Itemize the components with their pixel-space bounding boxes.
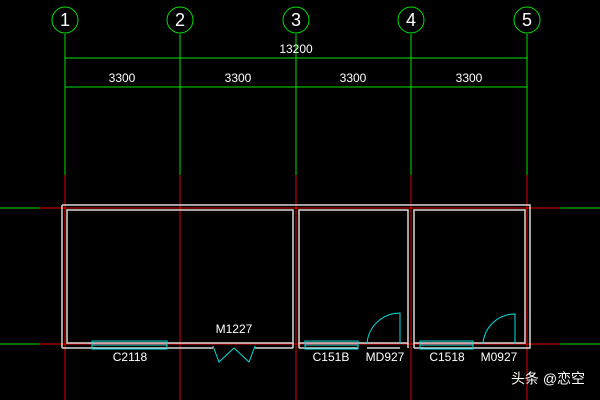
opening-label: C2118 [113, 350, 148, 364]
dimension-span: 3300 [225, 71, 252, 85]
openings [91, 312, 516, 363]
axis-label: 2 [175, 10, 185, 30]
walls [61, 204, 531, 349]
axis-bubbles [51, 6, 541, 34]
opening-label: M0927 [481, 350, 518, 364]
dimension-span: 3300 [109, 71, 136, 85]
opening-label: M1227 [216, 322, 253, 336]
axis-labels: 1 2 3 4 5 [60, 10, 532, 30]
dimension-span: 3300 [456, 71, 483, 85]
dimension-total: 13200 [279, 42, 313, 56]
opening-label: C1518 [429, 350, 465, 364]
axis-label: 5 [522, 10, 532, 30]
axis-label: 4 [406, 10, 416, 30]
axis-label: 1 [60, 10, 70, 30]
opening-label: C151B [313, 350, 350, 364]
dimension-span: 3300 [340, 71, 367, 85]
axis-label: 3 [291, 10, 301, 30]
dimension-lines [65, 57, 527, 88]
opening-label: MD927 [366, 350, 405, 364]
watermark: 头条 @恋空 [511, 371, 585, 387]
